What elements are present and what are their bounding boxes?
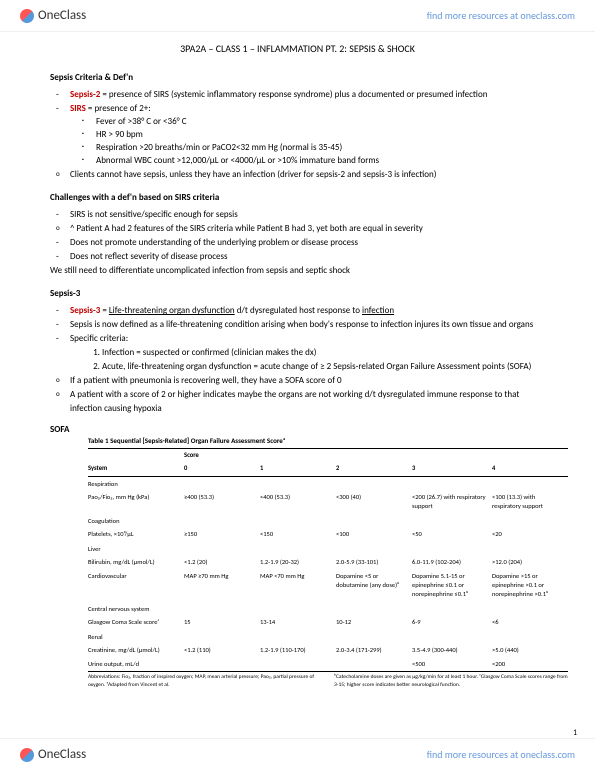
list-sepsis3: Sepsis-3 = Life-threatening organ dysfun…: [70, 304, 545, 345]
sirs-resp: Respiration >20 breaths/min or PaCO2<32 …: [96, 141, 545, 154]
ch-a: SIRS is not sensitive/specific enough fo…: [70, 208, 545, 221]
list-note: Clients cannot have sepsis, unless they …: [70, 168, 545, 181]
s3-b: Specific criteria:: [70, 332, 545, 345]
header-bar: OneClass find more resources at oneclass…: [0, 0, 595, 32]
sofa-caption: Table 1 Sequential [Sepsis-Related] Orga…: [88, 436, 568, 449]
col-1: 1: [260, 462, 336, 476]
sirs-wbc: Abnormal WBC count >12,000/μL or <4000/μ…: [96, 154, 545, 167]
list-sirs-criteria: Fever of >38° C or <36° C HR > 90 bpm Re…: [96, 115, 545, 167]
row-liver: Bilirubin, mg/dL (μmol/L)<1.2 (20)1.2-1.…: [88, 556, 568, 569]
footer-logo-icon: [20, 748, 34, 762]
row-cardio: CardiovascularMAP ≥70 mm HgMAP <70 mm Hg…: [88, 570, 568, 602]
page-title: 3PA2A – CLASS 1 – INFLAMMATION PT. 2: SE…: [50, 42, 545, 57]
row-renal: Creatinine, mg/dL (μmol/L)<1.2 (110)1.2-…: [88, 644, 568, 657]
row-cns-h: Central nervous system: [88, 602, 184, 616]
s3-c: If a patient with pneumonia is recoverin…: [70, 374, 545, 387]
s3-a: Sepsis is now defined as a life-threaten…: [70, 318, 545, 331]
sofa-footnotes: Abbreviations: Fio₂, fraction of inspire…: [88, 671, 568, 690]
ch-d: Does not reflect severity of disease pro…: [70, 250, 545, 263]
term-sepsis2: Sepsis-2: [70, 89, 100, 100]
s3-n1: Infection = suspected or confirmed (clin…: [102, 346, 545, 359]
ch-b: ^ Patient A had 2 features of the SIRS c…: [70, 222, 545, 235]
item-sirs: SIRS = presence of 2+: Fever of >38° C o…: [70, 102, 545, 167]
footer-logo-text: OneClass: [38, 747, 86, 762]
row-liver-h: Liver: [88, 542, 184, 556]
list-challenges: SIRS is not sensitive/specific enough fo…: [70, 208, 545, 221]
tail-text: We still need to differentiate uncomplic…: [50, 264, 545, 277]
row-urine: Urine output, mL/d<500<200: [88, 658, 568, 671]
list-ch-c: Does not promote understanding of the un…: [70, 236, 545, 263]
row-renal-h: Renal: [88, 630, 184, 644]
row-resp-h: Respiration: [88, 476, 184, 491]
footer-find-resources-link[interactable]: find more resources at oneclass.com: [427, 748, 575, 761]
document-body: 3PA2A – CLASS 1 – INFLAMMATION PT. 2: SE…: [0, 32, 595, 750]
row-cns: Glasgow Coma Scale scoreᶜ1513-1410-126-9…: [88, 616, 568, 629]
s3-notes: If a patient with pneumonia is recoverin…: [70, 374, 545, 414]
list-sepsis-criteria: Sepsis-2 = presence of SIRS (systemic in…: [70, 88, 545, 167]
footer-logo: OneClass: [20, 747, 86, 762]
sirs-fever: Fever of >38° C or <36° C: [96, 115, 545, 128]
col-4: 4: [492, 462, 568, 476]
fn-right: ᵇCatecholamine doses are given as μg/kg/…: [334, 674, 568, 690]
row-resp: Pao₂/Fio₂, mm Hg (kPa)≥400 (53.3)<400 (5…: [88, 491, 568, 514]
s3-under1: Life-threatening organ dysfunction: [109, 305, 235, 316]
logo-text: OneClass: [38, 8, 86, 23]
row-coag-h: Coagulation: [88, 514, 184, 528]
s3-criteria-list: Infection = suspected or confirmed (clin…: [102, 346, 545, 373]
heading-challenges: Challenges with a def'n based on SIRS cr…: [50, 191, 545, 204]
page-number: 1: [573, 728, 577, 738]
sofa-heading: SOFA: [50, 423, 69, 436]
find-resources-link[interactable]: find more resources at oneclass.com: [427, 9, 575, 22]
s3-n2: Acute, life-threatening organ dysfunctio…: [102, 360, 545, 373]
sofa-score-row: Score: [88, 449, 568, 462]
s3-under2: infection: [362, 305, 394, 316]
item-sepsis2: Sepsis-2 = presence of SIRS (systemic in…: [70, 88, 545, 101]
heading-sepsis3: Sepsis-3: [50, 287, 545, 300]
logo: OneClass: [20, 8, 86, 23]
footer-bar: OneClass find more resources at oneclass…: [0, 738, 595, 770]
col-system: System: [88, 462, 184, 476]
term-sirs: SIRS: [70, 103, 86, 114]
s3-def: Sepsis-3 = Life-threatening organ dysfun…: [70, 304, 545, 317]
term-sepsis3: Sepsis-3: [70, 305, 100, 316]
s3-d: A patient with a score of 2 or higher in…: [70, 388, 545, 414]
list-ch-b: ^ Patient A had 2 features of the SIRS c…: [70, 222, 545, 235]
fn-left: Abbreviations: Fio₂, fraction of inspire…: [88, 674, 322, 690]
col-2: 2: [336, 462, 412, 476]
logo-icon: [20, 9, 34, 23]
sofa-header-row: System 0 1 2 3 4: [88, 462, 568, 476]
note-infection: Clients cannot have sepsis, unless they …: [70, 168, 545, 181]
ch-c: Does not promote understanding of the un…: [70, 236, 545, 249]
heading-sepsis-criteria: Sepsis Criteria & Def'n: [50, 71, 545, 84]
col-0: 0: [184, 462, 260, 476]
sofa-section: SOFA Table 1 Sequential [Sepsis-Related]…: [50, 423, 545, 690]
col-3: 3: [412, 462, 492, 476]
sirs-hr: HR > 90 bpm: [96, 128, 545, 141]
row-coag: Platelets, ×10³/μL≥150<150<100<50<20: [88, 528, 568, 541]
sofa-table: Table 1 Sequential [Sepsis-Related] Orga…: [88, 436, 568, 671]
